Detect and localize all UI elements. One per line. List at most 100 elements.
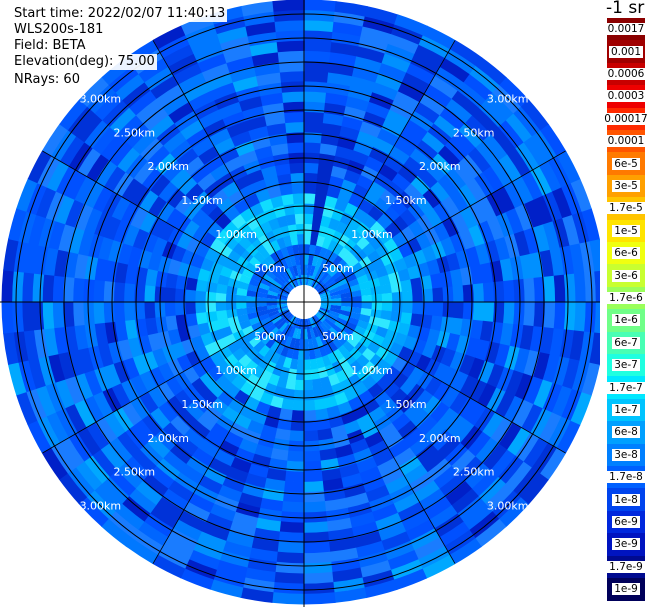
range-gate [524,199,544,229]
range-gate [124,455,150,482]
range-gate [513,347,531,375]
range-gate [353,140,374,157]
range-gate [238,404,256,421]
range-label: 2.50km [453,126,495,139]
range-gate [414,44,446,68]
range-gate [266,301,277,306]
range-gate [86,489,116,520]
range-gate [115,73,146,101]
range-gate [200,332,215,347]
colorbar-cell: 1e-6 [607,309,645,332]
range-gate [169,167,191,189]
range-gate [433,513,464,538]
range-gate [320,303,332,308]
range-gate [311,378,323,391]
range-gate [74,175,96,205]
range-gate [356,45,386,64]
range-gate [271,363,284,377]
range-gate [320,376,332,389]
range-gate [258,82,283,97]
range-gate [35,385,57,417]
range-gate [439,521,470,547]
range-gate [319,334,329,346]
colorbar-cell: 3e-8 [607,443,645,467]
range-gate [266,290,279,297]
range-gate [184,301,196,315]
range-gate [256,305,268,312]
range-gate [281,193,295,206]
range-gate [279,521,304,534]
range-gate [523,302,536,327]
range-gate [276,305,288,311]
range-gate [313,279,323,290]
range-gate [67,226,85,255]
range-gate [281,323,291,335]
range-gate [245,295,257,302]
range-gate [303,592,336,605]
range-gate [276,40,305,53]
range-gate [227,277,240,288]
range-gate [320,302,332,305]
range-gate [417,545,451,570]
range-gate [11,270,24,302]
range-gate [379,397,398,416]
range-gate [391,172,412,192]
range-gate [422,395,442,417]
range-gate [390,388,408,407]
range-gate [331,302,342,307]
range-gate [391,231,408,248]
range-gate [363,579,398,599]
range-gate [490,449,516,478]
range-gate [191,225,209,243]
range-gate [408,219,426,238]
range-gate [234,174,252,191]
range-gate [303,521,329,534]
range-gate [58,472,88,505]
range-gate [274,163,291,176]
range-gate [273,571,304,585]
range-gate [262,320,274,331]
range-gate [520,99,550,132]
colorbar-label: 1.7e-5 [607,202,645,215]
range-gate [225,308,238,319]
range-gate [297,349,304,361]
range-gate [266,297,277,302]
range-gate [205,291,217,302]
range-gate [304,172,318,184]
range-gate [250,321,263,332]
range-gate [73,399,96,428]
range-gate [313,314,323,325]
range-gate [288,326,296,339]
range-gate [271,315,283,325]
range-gate [134,266,149,286]
range-gate [503,302,515,325]
range-gate [172,519,202,542]
range-gate [260,258,273,271]
range-gate [268,326,280,338]
range-gate [506,427,531,457]
range-gate [391,302,403,313]
range-gate [278,322,289,333]
range-gate [284,470,304,483]
range-gate [223,431,244,449]
range-gate [77,347,95,374]
range-gate [245,243,259,257]
range-gate [222,333,237,347]
range-gate [360,287,373,297]
range-gate [157,401,178,423]
range-gate [264,337,277,350]
range-gate [569,330,585,362]
range-gate [174,389,194,410]
range-gate [423,496,452,521]
range-gate [384,475,410,495]
range-gate [304,9,336,22]
range-label: 2.50km [114,466,156,479]
range-gate [391,356,408,373]
range-gate [406,237,423,255]
range-gate [342,325,355,337]
range-label: 3.00km [487,500,529,513]
range-gate [335,333,348,346]
range-gate [321,467,342,482]
range-gate [156,201,176,223]
range-gate [543,275,556,303]
